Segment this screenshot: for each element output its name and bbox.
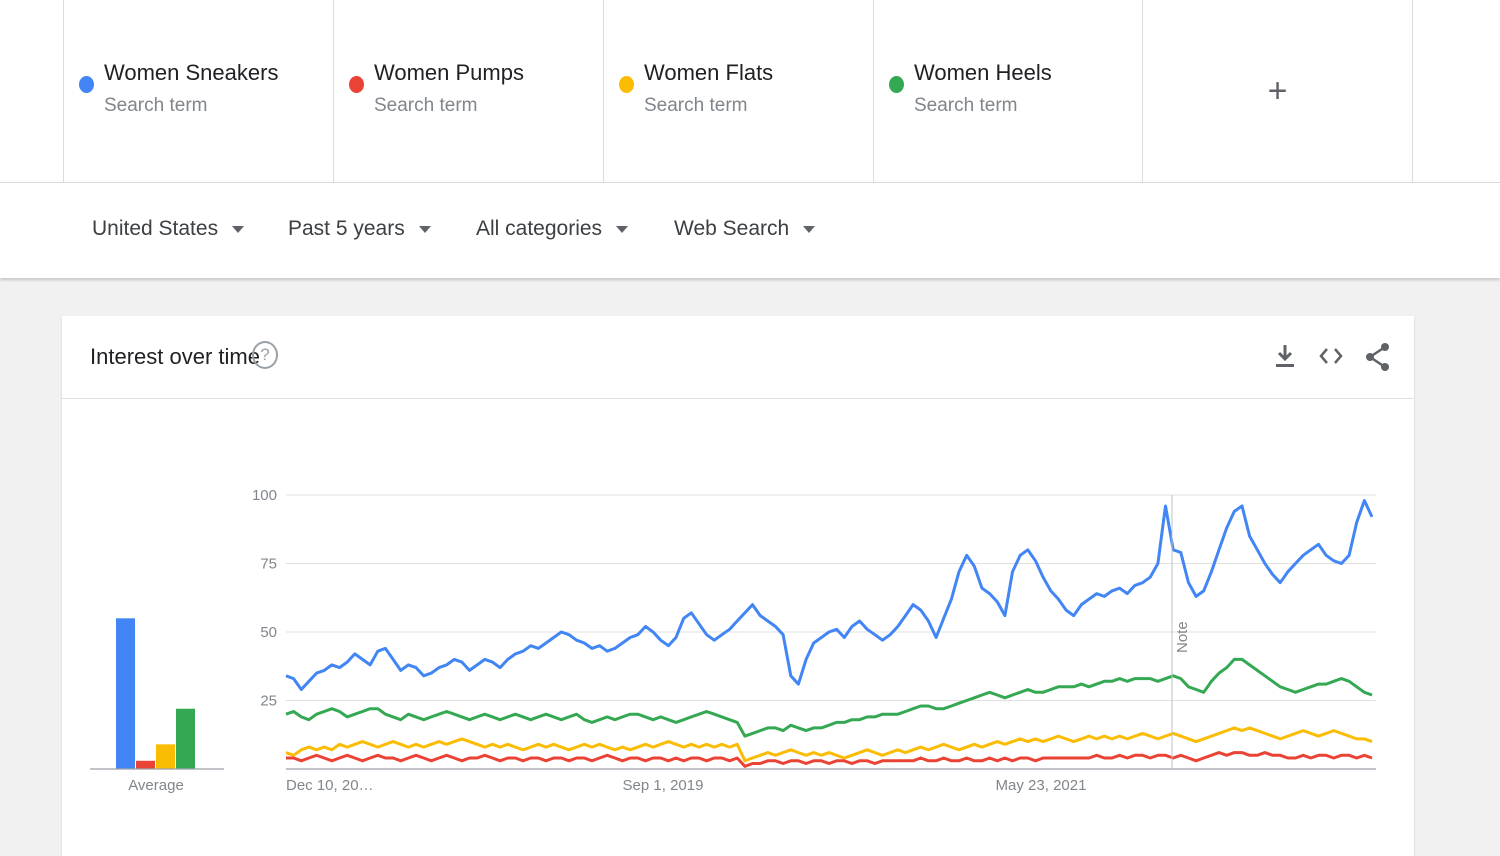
term-type: Search term xyxy=(914,95,1018,116)
y-tick-label: 75 xyxy=(260,556,277,573)
share-icon[interactable] xyxy=(1365,342,1391,372)
dropdown-arrow-icon xyxy=(232,225,245,233)
y-tick-label: 25 xyxy=(260,693,277,710)
search-type-dropdown[interactable]: Web Search xyxy=(674,217,816,241)
plus-icon: + xyxy=(1267,71,1288,110)
series-line[interactable] xyxy=(285,499,1374,691)
interest-over-time-card: Interest over time ? 25 50 75 100 Average D… xyxy=(62,316,1414,856)
category-value: All categories xyxy=(476,217,603,240)
series-line[interactable] xyxy=(285,726,1373,763)
region-value: United States xyxy=(92,217,219,240)
term-card-women-sneakers[interactable]: Women Sneakers Search term xyxy=(63,0,332,182)
average-bar[interactable] xyxy=(136,760,155,769)
term-name[interactable]: Women Flats xyxy=(644,60,774,85)
dropdown-arrow-icon xyxy=(616,225,629,233)
term-name[interactable]: Women Heels xyxy=(914,60,1052,85)
x-axis-tick-labels: Dec 10, 20… Sep 1, 2019 May 23, 2021 xyxy=(286,777,1086,794)
card-title: Interest over time xyxy=(90,344,260,369)
region-dropdown[interactable]: United States xyxy=(92,217,245,241)
filters-bar: United States Past 5 years All categorie… xyxy=(0,183,1500,278)
chart-series-lines xyxy=(285,499,1374,768)
download-icon[interactable] xyxy=(1273,342,1297,370)
y-tick-label: 50 xyxy=(260,624,277,641)
compare-terms-bar: Women Sneakers Search term Women Pumps S… xyxy=(0,0,1500,183)
term-card-women-flats[interactable]: Women Flats Search term xyxy=(603,0,872,182)
term-type: Search term xyxy=(374,95,478,116)
embed-icon[interactable] xyxy=(1318,342,1344,370)
x-tick-label: Dec 10, 20… xyxy=(286,777,374,794)
average-bar[interactable] xyxy=(116,618,135,769)
time-range-value: Past 5 years xyxy=(288,217,405,240)
average-bar[interactable] xyxy=(176,708,195,769)
term-name[interactable]: Women Pumps xyxy=(374,60,524,85)
term-card-women-pumps[interactable]: Women Pumps Search term xyxy=(333,0,602,182)
term-color-dot xyxy=(349,76,364,93)
series-line[interactable] xyxy=(286,751,1373,768)
category-dropdown[interactable]: All categories xyxy=(476,217,629,241)
average-bar[interactable] xyxy=(156,744,175,769)
card-header: Interest over time ? xyxy=(62,316,1414,399)
add-term-button[interactable]: + xyxy=(1142,0,1413,182)
term-name[interactable]: Women Sneakers xyxy=(104,60,279,85)
chart-note-marker: Note xyxy=(1171,495,1191,769)
x-tick-label: May 23, 2021 xyxy=(996,777,1087,794)
y-axis-tick-labels: 25 50 75 100 xyxy=(252,487,277,710)
dropdown-arrow-icon xyxy=(803,225,816,233)
y-tick-label: 100 xyxy=(252,487,277,504)
term-color-dot xyxy=(619,76,634,93)
average-bar-chart: Average xyxy=(90,618,224,794)
term-card-women-heels[interactable]: Women Heels Search term xyxy=(873,0,1142,182)
x-tick-label: Sep 1, 2019 xyxy=(623,777,704,794)
note-label[interactable]: Note xyxy=(1174,621,1191,653)
average-label: Average xyxy=(128,777,184,794)
dropdown-arrow-icon xyxy=(418,225,431,233)
term-color-dot xyxy=(889,76,904,93)
time-range-dropdown[interactable]: Past 5 years xyxy=(288,217,431,241)
search-type-value: Web Search xyxy=(674,217,790,240)
interest-over-time-chart: 25 50 75 100 Average Dec 10, 20… Sep 1, 2019… xyxy=(90,487,1376,794)
help-icon[interactable]: ? xyxy=(252,341,278,369)
series-line[interactable] xyxy=(285,657,1373,738)
term-type: Search term xyxy=(644,95,748,116)
term-type: Search term xyxy=(104,95,208,116)
term-color-dot xyxy=(79,76,94,93)
